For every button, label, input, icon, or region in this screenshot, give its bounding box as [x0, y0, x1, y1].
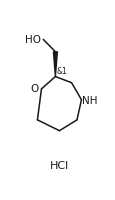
Text: HCl: HCl	[49, 160, 68, 170]
Text: O: O	[30, 84, 38, 94]
Text: &1: &1	[56, 67, 67, 76]
Polygon shape	[53, 52, 57, 77]
Text: NH: NH	[82, 95, 97, 105]
Text: HO: HO	[25, 34, 41, 44]
